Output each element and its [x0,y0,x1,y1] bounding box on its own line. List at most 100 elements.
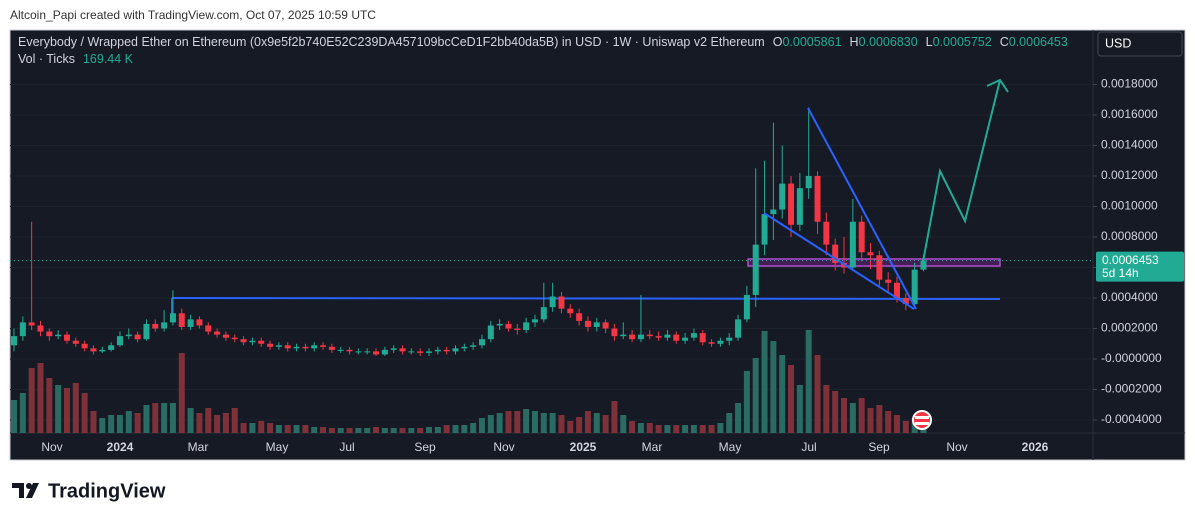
chart-frame [9,29,1186,461]
volume-bar [72,383,79,433]
volume-bar [832,391,839,433]
volume-bar [461,425,468,433]
candle-body [337,349,344,351]
candle-body [690,333,697,338]
volume-bar [143,405,150,433]
volume-bar [408,428,415,433]
volume-name: Vol · Ticks [18,52,75,66]
volume-bar [779,355,786,433]
volume-bar [214,415,221,433]
candle-body [514,328,521,331]
volume-bar [81,393,88,433]
x-tick-label: Jul [801,440,816,454]
volume-bar [699,425,706,433]
ohlc-value: 0.0005752 [933,35,992,49]
volume-bar [196,413,203,433]
volume-bar [514,411,521,433]
volume-bar [108,415,115,433]
legend-header: Everybody / Wrapped Ether on Ethereum (0… [18,35,1068,49]
candle-body [726,337,733,341]
candle-body [611,328,618,337]
volume-bar [584,411,591,433]
candle-body [637,334,644,340]
volume-bar [63,388,70,433]
candle-body [37,325,44,332]
volume-bar [311,427,318,433]
volume-bar [770,341,777,433]
candle-body [11,336,17,346]
volume-bar [602,415,609,433]
currency-button[interactable] [1097,31,1183,57]
y-tick-label: 0.0016000 [1101,107,1158,121]
volume-bar [549,413,556,433]
volume-bar [152,403,159,433]
volume-bar [267,423,274,433]
candle-body [99,349,106,352]
y-tick-label: -0.0000000 [1101,351,1162,365]
candle-body [743,294,750,320]
candle-body [911,269,918,305]
y-tick-label: 0.0008000 [1101,229,1158,243]
x-tick-label: Sep [868,440,890,454]
candle-body [752,244,759,295]
volume-bar [373,427,380,433]
volume-bar [646,423,653,433]
candle-body [487,325,494,340]
projection-arrow [986,78,1009,93]
y-tick-label: 0.0010000 [1101,199,1158,213]
currency-label[interactable]: USD [1105,36,1131,50]
candle-body [311,345,318,349]
symbol-title: Everybody / Wrapped Ether on Ethereum (0… [18,35,765,49]
ohlc-key: O [773,35,783,49]
volume-bar [19,393,26,433]
volume-bar [531,411,538,433]
candle-body [708,342,715,344]
volume-bar [90,411,97,433]
candle-body [717,340,724,344]
volume-bar [302,425,309,433]
x-tick-label: Sep [414,440,436,454]
x-tick-label: 2025 [570,440,597,454]
projection-path [921,79,1001,268]
candle-body [470,345,477,347]
candle-body [381,349,388,355]
volume-bar [443,425,450,433]
volume-bar [355,428,362,433]
attribution: Altcoin_Papi created with TradingView.co… [10,8,376,22]
volume-bar [655,425,662,433]
volume-bar [796,385,803,433]
y-tick-label: 0.0002000 [1101,321,1158,335]
logo-mark [12,483,24,498]
candle-body [364,351,371,353]
volume-bar [134,413,141,433]
candle-body [452,348,459,352]
candle-body [770,209,777,215]
candle-body [258,340,265,344]
candle-body [443,349,450,352]
volume-bar [849,403,856,433]
volume-bar [823,385,830,433]
volume-bar [478,418,485,433]
candle-body [655,336,662,338]
volume-bar [735,403,742,433]
volume-bar [505,411,512,433]
volume-bar [752,358,759,433]
candle-body [355,351,362,353]
volume-bar [275,425,282,433]
candle-body [823,221,830,245]
volume-bar [28,368,35,433]
volume-bar [743,371,750,433]
candle-body [390,348,397,350]
volume-bar [876,405,883,433]
volume-bar [487,415,494,433]
volume-bar [284,425,291,433]
candle-layer [11,107,927,356]
volume-bar [496,413,503,433]
ohlc-key: L [926,35,933,49]
candle-body [867,252,874,256]
candle-body [81,343,88,349]
y-tick-label: -0.0004000 [1101,412,1162,426]
candle-body [584,320,591,327]
volume-bar [381,428,388,433]
